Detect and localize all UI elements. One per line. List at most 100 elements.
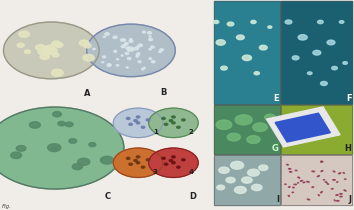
- Text: B: B: [160, 88, 167, 97]
- Circle shape: [149, 36, 151, 37]
- Circle shape: [43, 51, 50, 55]
- Text: H: H: [345, 144, 352, 153]
- Circle shape: [130, 49, 133, 51]
- Circle shape: [52, 41, 61, 46]
- Circle shape: [149, 38, 153, 41]
- Text: D: D: [189, 192, 196, 201]
- Circle shape: [134, 47, 138, 50]
- Bar: [214, 1, 280, 104]
- Circle shape: [298, 35, 307, 40]
- Circle shape: [216, 40, 225, 45]
- Circle shape: [84, 43, 91, 48]
- Ellipse shape: [295, 170, 297, 171]
- Circle shape: [177, 166, 180, 168]
- Circle shape: [78, 158, 90, 165]
- Circle shape: [227, 133, 240, 141]
- Circle shape: [242, 177, 252, 183]
- Circle shape: [172, 116, 175, 118]
- Circle shape: [103, 56, 105, 58]
- Text: A: A: [84, 89, 90, 98]
- Circle shape: [234, 186, 246, 193]
- Ellipse shape: [294, 184, 296, 185]
- Circle shape: [11, 152, 22, 159]
- Circle shape: [129, 163, 132, 165]
- Text: G: G: [272, 144, 279, 153]
- Circle shape: [127, 47, 131, 50]
- Ellipse shape: [344, 190, 346, 191]
- Circle shape: [114, 50, 116, 52]
- Circle shape: [251, 184, 262, 191]
- Circle shape: [142, 68, 144, 70]
- Circle shape: [52, 53, 59, 57]
- Circle shape: [149, 108, 198, 138]
- Circle shape: [172, 156, 175, 158]
- Circle shape: [102, 62, 104, 63]
- Circle shape: [113, 36, 117, 38]
- Circle shape: [130, 48, 133, 49]
- Bar: [281, 105, 352, 154]
- Circle shape: [89, 143, 96, 147]
- Circle shape: [164, 123, 168, 125]
- Ellipse shape: [338, 173, 341, 174]
- Circle shape: [130, 49, 133, 50]
- Circle shape: [172, 122, 175, 124]
- Circle shape: [108, 64, 111, 66]
- Circle shape: [226, 177, 235, 183]
- Circle shape: [128, 50, 130, 51]
- Circle shape: [101, 156, 114, 164]
- Ellipse shape: [321, 161, 322, 162]
- Ellipse shape: [292, 192, 293, 193]
- Circle shape: [318, 20, 323, 24]
- Circle shape: [105, 33, 109, 35]
- Text: Fig.: Fig.: [2, 204, 12, 209]
- Circle shape: [327, 40, 335, 45]
- Circle shape: [213, 20, 219, 24]
- Circle shape: [136, 53, 140, 55]
- Circle shape: [227, 22, 234, 26]
- Circle shape: [136, 56, 138, 57]
- Circle shape: [114, 51, 116, 52]
- Circle shape: [29, 122, 40, 128]
- Circle shape: [259, 45, 267, 50]
- Circle shape: [230, 161, 244, 169]
- Circle shape: [149, 49, 151, 50]
- Text: 3: 3: [153, 169, 158, 175]
- Circle shape: [0, 107, 124, 189]
- Text: E: E: [273, 94, 279, 103]
- Circle shape: [253, 123, 267, 131]
- Circle shape: [221, 66, 227, 70]
- Circle shape: [159, 51, 161, 52]
- Ellipse shape: [321, 171, 323, 172]
- Circle shape: [17, 43, 24, 47]
- Circle shape: [138, 61, 141, 63]
- Circle shape: [136, 156, 140, 158]
- Circle shape: [136, 116, 140, 118]
- Circle shape: [268, 26, 272, 28]
- Circle shape: [164, 163, 168, 165]
- Circle shape: [55, 43, 63, 47]
- Bar: [214, 105, 280, 154]
- Circle shape: [151, 46, 154, 48]
- Ellipse shape: [298, 177, 300, 178]
- Circle shape: [116, 59, 119, 60]
- Ellipse shape: [321, 192, 322, 193]
- Circle shape: [149, 148, 198, 177]
- Circle shape: [69, 139, 77, 143]
- Circle shape: [129, 47, 133, 50]
- Circle shape: [16, 146, 26, 151]
- Circle shape: [236, 35, 244, 40]
- Ellipse shape: [307, 181, 309, 182]
- Circle shape: [120, 39, 124, 41]
- Circle shape: [51, 69, 63, 76]
- Circle shape: [125, 43, 128, 45]
- Circle shape: [143, 67, 145, 68]
- Circle shape: [87, 24, 175, 77]
- Circle shape: [107, 64, 111, 66]
- Circle shape: [83, 54, 94, 61]
- Circle shape: [285, 20, 292, 24]
- Bar: [281, 155, 352, 205]
- Circle shape: [113, 108, 163, 138]
- Ellipse shape: [318, 195, 319, 196]
- Ellipse shape: [287, 164, 289, 165]
- Circle shape: [72, 164, 82, 170]
